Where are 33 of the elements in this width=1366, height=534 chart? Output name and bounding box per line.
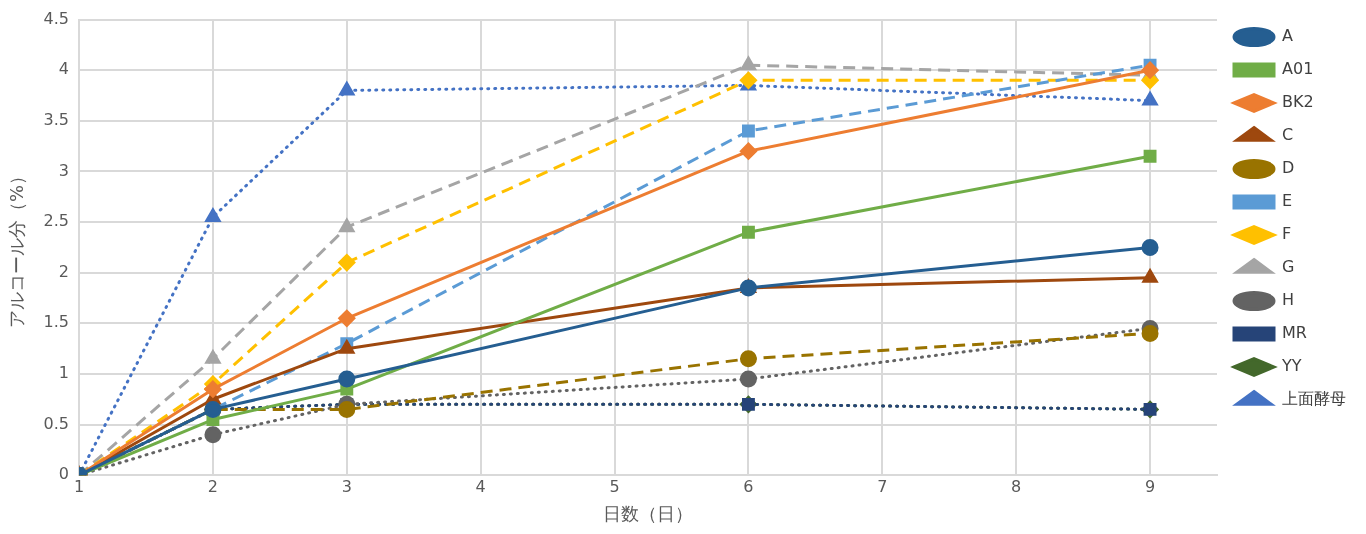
y-tick-label: 2.5 — [43, 211, 70, 231]
y-tick-label: 4 — [58, 59, 70, 79]
legend-label: H — [1282, 290, 1295, 310]
legend-label: BK2 — [1282, 92, 1314, 112]
x-tick-label: 2 — [207, 476, 219, 496]
x-tick-label: 3 — [341, 476, 352, 496]
x-tick-label: 7 — [877, 476, 888, 496]
legend-label: 上面酵母 — [1282, 389, 1346, 409]
x-tick-label: 6 — [743, 476, 754, 496]
x-tick-label: 1 — [73, 476, 85, 496]
y-tick-label: 4.5 — [43, 8, 70, 28]
y-tick-label: 2 — [58, 261, 70, 281]
legend-label: A — [1282, 26, 1293, 46]
x-axis-title: 日数（日） — [603, 502, 694, 524]
legend-label: D — [1282, 158, 1295, 178]
legend-label: E — [1282, 191, 1293, 211]
y-axis-title: アルコール分（%） — [6, 166, 28, 328]
x-tick-label: 9 — [1144, 476, 1156, 496]
y-tick-label: 3.5 — [43, 110, 70, 129]
y-tick-label: 0 — [58, 464, 70, 484]
y-tick-label: 1.5 — [43, 312, 70, 332]
y-tick-label: 1 — [58, 363, 70, 383]
legend-label: G — [1282, 257, 1295, 277]
legend-label: C — [1282, 125, 1294, 145]
legend-label: YY — [1281, 356, 1302, 376]
legend-label: MR — [1282, 323, 1307, 343]
x-tick-label: 4 — [475, 476, 486, 496]
legend-label: A01 — [1282, 59, 1314, 79]
y-tick-label: 3 — [58, 160, 70, 180]
x-tick-label: 5 — [609, 476, 620, 496]
legend-label: F — [1282, 224, 1292, 244]
x-tick-label: 8 — [1011, 476, 1022, 496]
y-tick-label: 0.5 — [43, 413, 70, 433]
